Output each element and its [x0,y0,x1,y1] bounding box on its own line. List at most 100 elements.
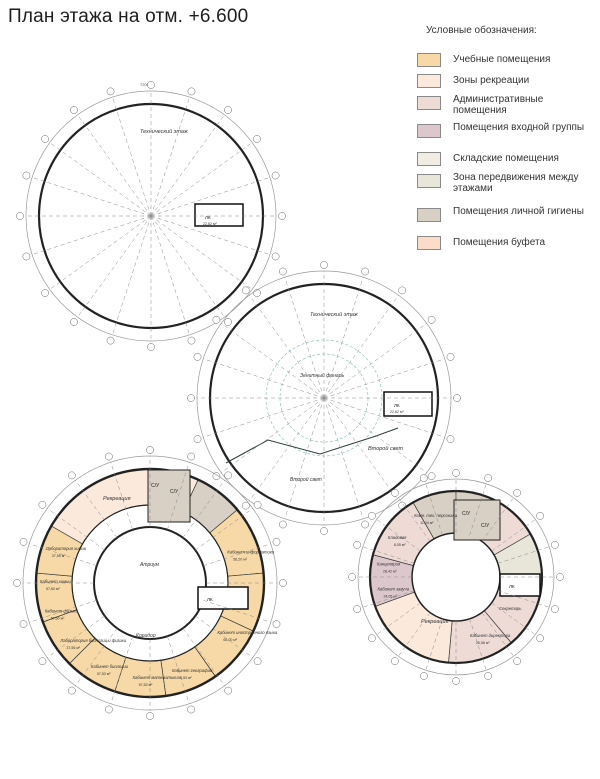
atrium-label: Атриум [139,562,160,568]
axis-dimension: 7200 [140,82,150,87]
room-label: Кабинет географии [172,668,213,673]
axis-line [284,277,325,399]
recreation-label: Рекреация [103,496,131,502]
axis-line [323,397,399,501]
axis-bubble [353,541,361,549]
legend-label: Учебные помещения [453,54,551,65]
axis-line [110,636,133,704]
stair-core [197,586,249,610]
axis-bubble [453,394,461,402]
legend-swatch [417,152,441,166]
legend-item-hygiene: Помещения личной гигиены [417,206,597,236]
restroom-label: С/У [170,489,179,495]
stair-core-label: ЛК [394,403,400,408]
axis-line [362,546,415,564]
axis-line [249,295,325,399]
axis-line [398,612,431,657]
axis-line [323,397,364,519]
axis-bubble [224,318,232,326]
axis-bubble [368,512,376,520]
axis-bubble [452,469,460,477]
legend-title: Условные обозначения: [426,25,537,36]
tech-floor-label: Технический этаж [310,311,358,318]
stair-core [194,203,244,227]
axis-line [425,618,443,671]
axis-bubble [446,353,455,361]
axis-bubble [22,252,31,261]
legend-label: Административные помещения [453,94,544,116]
axis-bubble [391,657,399,665]
axis-bubble [272,538,281,546]
axis-bubble [41,289,49,297]
axis-bubble [452,677,460,685]
axis-line [112,215,152,335]
axis-line [221,323,325,399]
stair-core-area: 22,62 м² [203,222,217,226]
restroom-label: С/У [151,483,160,489]
axis-bubble [361,267,369,276]
axis-bubble [272,620,281,628]
axis-bubble [193,435,202,443]
legend-item-storage: Складские помещения [417,152,597,180]
axis-bubble [391,489,399,497]
axis-line [32,215,152,255]
axis-line [49,142,152,217]
axis-line [497,590,550,608]
room-label: Лаборатория биологии и физики [59,638,126,643]
restroom-label: С/У [481,523,490,529]
room-label: Секретарь [499,606,521,611]
axis-line [150,97,190,217]
axis-line [195,615,253,658]
axis-bubble [105,452,113,461]
axis-line [323,358,445,399]
recreation-label: Рекреация [421,619,449,625]
room-area: 8,05 м² [394,543,406,547]
axis-bubble [398,286,407,295]
room-area: 57,60 м² [46,587,60,591]
axis-bubble [146,446,154,454]
axis-line [29,543,97,566]
legend-swatch [417,236,441,250]
axis-bubble [16,212,24,220]
axis-bubble [551,541,559,549]
axis-line [376,519,421,552]
axis-ring [357,478,555,676]
legend-item-entrance: Помещения входной группы [417,122,597,152]
axis-bubble [187,452,195,461]
room-label: Кабинет химии [40,579,71,584]
axis-bubble [253,657,262,666]
axis-bubble [193,353,202,361]
room-area: 26,58 м² [476,641,490,645]
axis-line [481,612,514,657]
axis-bubble [361,520,369,529]
axis-bubble [253,135,261,143]
axis-bubble [278,212,286,220]
legend-label: Зона передвижения между этажами [453,172,579,194]
axis-line [75,628,118,686]
restroom-label: С/У [462,511,471,517]
legend-item-recreation: Зоны рекреации [417,74,597,102]
axis-bubble [41,135,49,143]
axis-bubble [556,573,564,581]
axis-line [203,358,325,399]
axis-bubble [187,87,196,96]
axis-bubble [271,252,280,261]
axis-bubble [106,336,115,345]
axis-line [203,543,271,566]
axis-bubble [241,501,250,510]
axis-line [323,295,399,399]
legend-swatch [417,208,441,222]
axis-line [49,215,152,290]
axis-line [491,519,536,552]
axis-line [203,397,325,438]
corridor-label: Коридор [136,633,156,639]
axis-line [249,397,325,501]
axis-line [195,508,253,551]
axis-bubble [22,171,31,180]
axis-line [481,497,514,542]
atrium-wall [93,526,207,640]
legend-item-vertical-circulation: Зона передвижения между этажами [417,172,597,202]
axis-bubble [146,712,154,720]
axis-bubble [420,672,428,680]
